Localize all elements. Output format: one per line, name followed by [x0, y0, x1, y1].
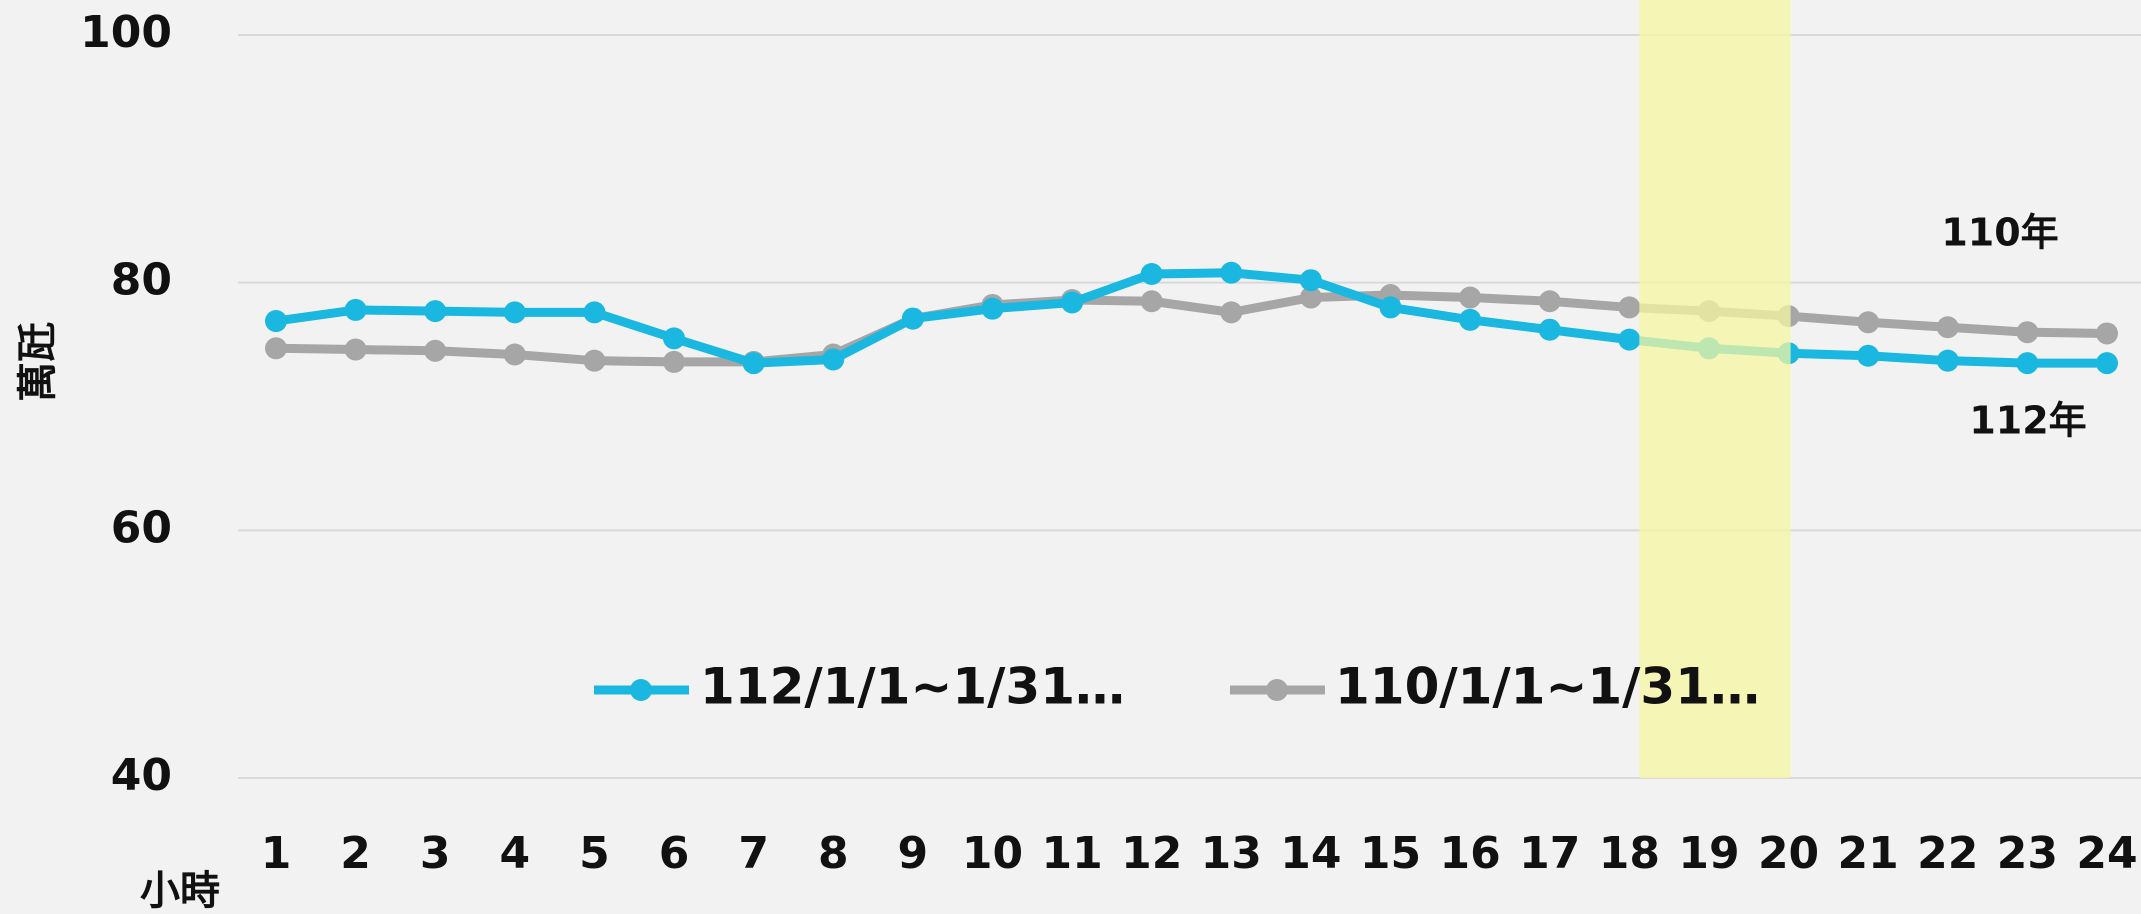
- point: [1140, 262, 1163, 285]
- y-axis-label: 萬瓩: [15, 322, 61, 402]
- point: [1459, 286, 1482, 309]
- x-tick-label: 1: [261, 828, 292, 879]
- x-tick-label: 7: [738, 828, 769, 879]
- point: [583, 349, 606, 372]
- point: [1538, 318, 1561, 341]
- legend-label: 112/1/1~1/31…: [700, 658, 1125, 716]
- point: [663, 327, 686, 350]
- series-line: [275, 268, 2107, 368]
- point: [1618, 296, 1641, 319]
- x-tick-label: 9: [898, 828, 929, 879]
- point: [2016, 321, 2039, 344]
- legend-marker: [1266, 679, 1288, 701]
- point: [265, 310, 287, 333]
- x-tick-label: 18: [1599, 828, 1660, 879]
- point: [1220, 301, 1243, 324]
- point: [1936, 349, 1959, 372]
- legend-label: 110/1/1~1/31…: [1335, 658, 1760, 716]
- y-tick-label: 40: [111, 750, 172, 801]
- point: [1618, 328, 1641, 351]
- point: [424, 300, 447, 323]
- x-tick-label: 2: [340, 828, 371, 879]
- point: [663, 350, 686, 373]
- point: [1299, 286, 1322, 309]
- point: [822, 348, 845, 371]
- x-tick-label: 20: [1758, 828, 1819, 879]
- x-tick-label: 24: [2076, 828, 2137, 879]
- x-tick-label: 14: [1280, 828, 1341, 879]
- point: [1857, 344, 1880, 367]
- point: [1857, 311, 1880, 334]
- x-tick-label: 19: [1678, 828, 1739, 879]
- y-tick-label: 60: [111, 502, 172, 553]
- x-tick-label: 16: [1440, 828, 1501, 879]
- point: [2096, 352, 2118, 375]
- annotation: 112年: [1969, 399, 2086, 443]
- x-tick-label: 6: [659, 828, 690, 879]
- point: [981, 297, 1004, 320]
- point: [1220, 261, 1243, 284]
- x-tick-label: 10: [962, 828, 1023, 879]
- x-tick-label: 5: [579, 828, 610, 879]
- point: [2096, 322, 2118, 345]
- point: [901, 307, 924, 330]
- point: [503, 343, 526, 366]
- x-tick-label: 3: [420, 828, 451, 879]
- y-tick-label: 100: [80, 7, 172, 58]
- point: [1936, 316, 1959, 339]
- x-tick-label: 21: [1838, 828, 1899, 879]
- x-tick-label: 12: [1121, 828, 1182, 879]
- point: [424, 339, 447, 362]
- point: [1299, 269, 1322, 292]
- point: [1538, 290, 1561, 313]
- x-tick-label: 8: [818, 828, 849, 879]
- x-tick-label: 23: [1997, 828, 2058, 879]
- point: [265, 337, 287, 360]
- highlight-band: [1639, 0, 1791, 778]
- point: [583, 301, 606, 324]
- point: [742, 352, 765, 375]
- point: [1459, 308, 1482, 331]
- x-tick-label: 17: [1519, 828, 1580, 879]
- point: [503, 301, 526, 324]
- y-tick-label: 80: [111, 255, 172, 306]
- x-tick-label: 13: [1201, 828, 1262, 879]
- point: [1061, 291, 1084, 314]
- point: [1140, 290, 1163, 313]
- x-tick-label: 22: [1917, 828, 1978, 879]
- series-line: [275, 290, 2108, 367]
- point: [344, 298, 367, 321]
- x-tick-label: 11: [1041, 828, 1102, 879]
- point: [344, 338, 367, 361]
- x-axis-label: 小時: [140, 868, 220, 914]
- x-tick-label: 15: [1360, 828, 1421, 879]
- point: [2016, 352, 2039, 375]
- point: [1379, 296, 1402, 319]
- legend-marker: [630, 679, 652, 701]
- x-tick-label: 4: [500, 828, 531, 879]
- annotation: 110年: [1941, 211, 2058, 255]
